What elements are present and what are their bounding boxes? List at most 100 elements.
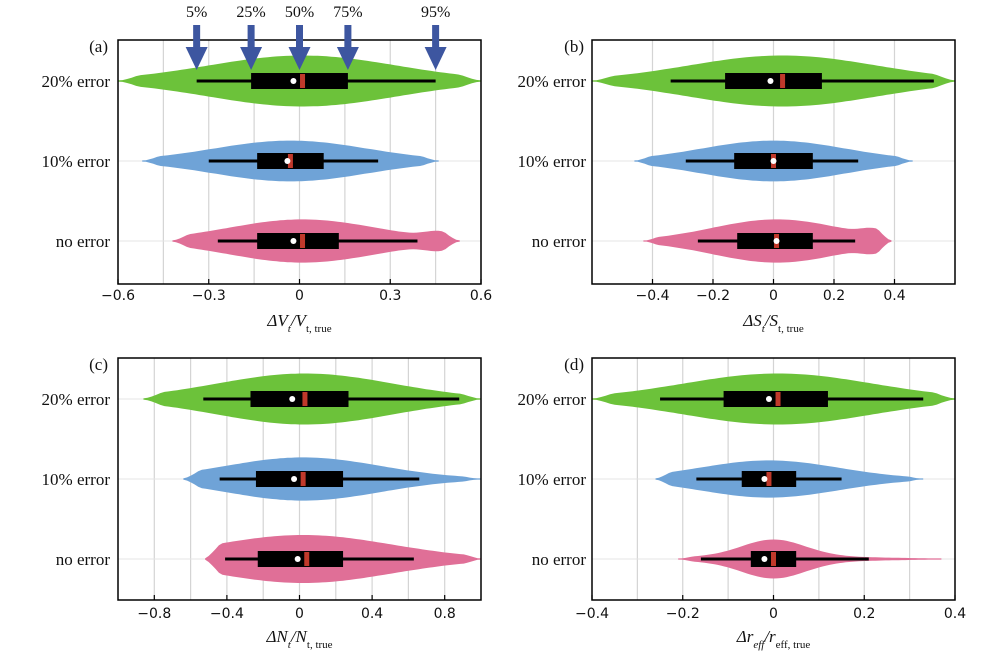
median-marker <box>302 392 308 406</box>
mean-marker <box>761 556 768 562</box>
category-label: 10% error <box>518 470 587 489</box>
arrow-shaft <box>296 25 303 49</box>
x-axis-label-part: t <box>762 323 766 335</box>
quantile-label: 95% <box>421 4 450 21</box>
quantile-annotations: 5% 25% 50% 75% 95% <box>185 4 450 70</box>
panel-label: (d) <box>564 355 584 374</box>
x-tick-label: −0.3 <box>192 288 226 304</box>
x-axis-label: Δreff/reff, true <box>736 627 811 651</box>
x-tick-label: 0.6 <box>470 288 492 304</box>
median-marker <box>771 552 776 566</box>
mean-marker <box>290 78 297 84</box>
x-axis-label-part: t, true <box>306 323 332 335</box>
x-axis-label-part: /S <box>764 311 779 330</box>
median-marker <box>780 74 786 88</box>
quantile-label: 25% <box>236 4 265 21</box>
mean-marker <box>284 158 291 164</box>
x-axis-label-part: t <box>288 639 292 651</box>
x-axis-label: ΔVt/Vt, true <box>266 311 331 335</box>
iqr-box <box>725 73 822 89</box>
panel-label: (b) <box>564 37 584 56</box>
median-marker <box>775 392 781 406</box>
x-axis-label-part: t, true <box>307 639 333 651</box>
arrow-head <box>336 47 359 70</box>
mean-marker <box>770 158 777 164</box>
panel-b: −0.4 −0.2 0 0.2 0.4 20% error 10% error no erro… <box>518 37 956 335</box>
x-axis-label-part: /r <box>763 627 776 646</box>
mean-marker <box>291 476 298 482</box>
panel-label: (a) <box>89 37 108 56</box>
median-marker <box>287 154 293 168</box>
category-label: no error <box>532 550 587 569</box>
mean-marker <box>765 396 772 402</box>
x-axis-label-part: t, true <box>778 323 804 335</box>
x-axis-label-part: Δr <box>736 627 754 646</box>
arrow-head <box>288 47 311 70</box>
x-tick-label: 0 <box>295 288 304 304</box>
category-label: 10% error <box>518 152 587 171</box>
x-axis-label-part: ΔV <box>266 311 290 330</box>
x-tick-label: −0.2 <box>696 288 730 304</box>
x-tick-label: 0 <box>769 606 778 622</box>
x-tick-label: −0.6 <box>101 288 135 304</box>
iqr-box <box>257 233 339 249</box>
x-tick-label: −0.2 <box>666 606 700 622</box>
iqr-box <box>255 471 344 487</box>
x-axis-label: ΔNt/Nt, true <box>265 627 332 651</box>
x-tick-label: −0.4 <box>210 606 244 622</box>
category-label: 10% error <box>42 152 111 171</box>
x-axis-label-part: /V <box>290 311 309 330</box>
x-tick-label: 0.3 <box>379 288 401 304</box>
x-tick-label: 0.2 <box>853 606 875 622</box>
panel-d: −0.4 −0.2 0 0.2 0.4 20% error 10% error no erro… <box>518 355 967 651</box>
category-label: 20% error <box>518 390 587 409</box>
category-label: 10% error <box>42 470 111 489</box>
x-axis-label-part: ΔN <box>265 627 289 646</box>
arrow-shaft <box>432 25 440 49</box>
x-tick-label: 0.4 <box>944 606 966 622</box>
x-axis-label-part: /N <box>290 627 309 646</box>
category-label: no error <box>56 232 111 251</box>
quantile-label: 75% <box>333 4 362 21</box>
x-axis-label: ΔSt/St, true <box>742 311 804 335</box>
x-tick-label: −0.4 <box>575 606 609 622</box>
arrow-head <box>185 47 208 70</box>
x-tick-label: 0 <box>295 606 304 622</box>
arrow-shaft <box>193 25 201 49</box>
x-axis-label-part: eff <box>753 639 766 651</box>
panel-label: (c) <box>89 355 108 374</box>
iqr-box <box>250 391 349 407</box>
median-marker <box>300 234 306 248</box>
panel-c: −0.8 −0.4 0 0.4 0.8 20% error 10% error no erro… <box>42 355 482 651</box>
category-label: 20% error <box>518 72 587 91</box>
x-axis-label-part: t <box>288 323 292 335</box>
mean-marker <box>294 556 301 562</box>
iqr-box <box>251 73 348 89</box>
category-label: no error <box>532 232 587 251</box>
category-label: 20% error <box>42 72 111 91</box>
x-tick-label: 0 <box>769 288 778 304</box>
category-label: 20% error <box>42 390 111 409</box>
mean-marker <box>773 238 780 244</box>
median-marker <box>766 472 772 486</box>
arrow-shaft <box>247 25 255 49</box>
category-label: no error <box>56 550 111 569</box>
mean-marker <box>290 238 297 244</box>
panel-a: −0.6 −0.3 0 0.3 0.6 20% error 10% error no erro… <box>42 37 493 335</box>
x-tick-label: 0.4 <box>361 606 383 622</box>
x-tick-label: −0.8 <box>137 606 171 622</box>
median-marker <box>300 472 306 486</box>
mean-marker <box>761 476 768 482</box>
x-tick-label: 0.8 <box>434 606 456 622</box>
mean-marker <box>289 396 296 402</box>
mean-marker <box>767 78 774 84</box>
x-tick-label: 0.2 <box>823 288 845 304</box>
arrow-head <box>424 47 447 70</box>
x-tick-label: −0.4 <box>636 288 670 304</box>
quantile-label: 5% <box>186 4 207 21</box>
x-axis-label-part: ΔS <box>742 311 762 330</box>
x-tick-label: 0.4 <box>883 288 905 304</box>
x-axis-label-part: eff, true <box>776 639 811 651</box>
arrow-shaft <box>344 25 352 49</box>
